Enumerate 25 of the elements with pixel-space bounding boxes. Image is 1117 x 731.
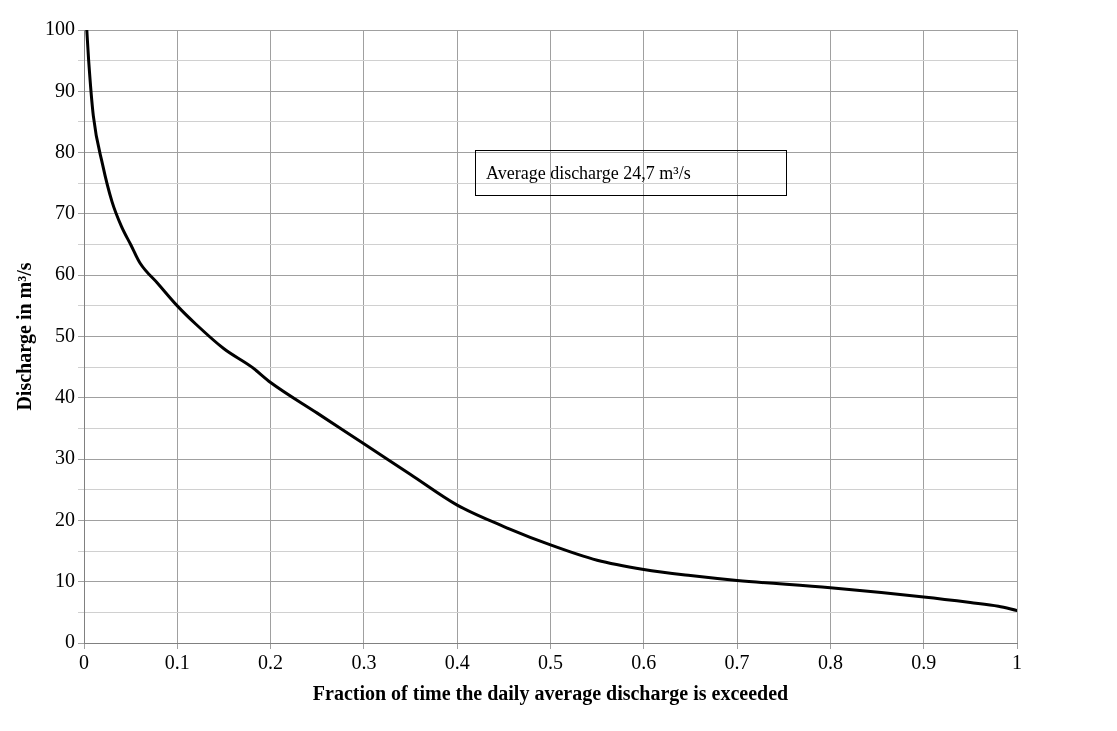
x-tick-label: 0.2 xyxy=(258,651,284,674)
annotation: Average discharge 24,7 m³/s xyxy=(475,150,787,196)
x-tick-label: 0.5 xyxy=(538,651,563,674)
x-tick-label: 0.7 xyxy=(724,651,750,674)
y-tick-label: 50 xyxy=(55,323,75,346)
y-tick-label: 20 xyxy=(55,507,75,530)
x-tick-label: 1 xyxy=(1012,651,1022,674)
y-tick-label: 0 xyxy=(65,630,75,653)
y-tick-label: 70 xyxy=(55,201,75,224)
x-tick-label: 0.4 xyxy=(444,651,470,674)
y-tick-label: 40 xyxy=(55,385,75,408)
y-tick-label: 30 xyxy=(55,446,75,469)
y-tick-label: 80 xyxy=(55,139,75,162)
y-tick-label: 10 xyxy=(55,568,75,591)
x-tick-label: 0.1 xyxy=(164,651,190,674)
x-tick-label: 0.8 xyxy=(817,651,843,674)
y-axis-title: Discharge in m³/s xyxy=(13,262,37,411)
y-tick-label: 100 xyxy=(45,17,75,40)
x-tick-label: 0.6 xyxy=(631,651,657,674)
x-tick-label: 0.9 xyxy=(911,651,937,674)
y-tick-label: 60 xyxy=(55,262,75,285)
x-axis-title: Fraction of time the daily average discharge is exceeded xyxy=(312,682,789,706)
y-tick-label: 90 xyxy=(55,78,75,101)
x-tick-label: 0.3 xyxy=(351,651,377,674)
x-tick-label: 0 xyxy=(79,651,89,674)
